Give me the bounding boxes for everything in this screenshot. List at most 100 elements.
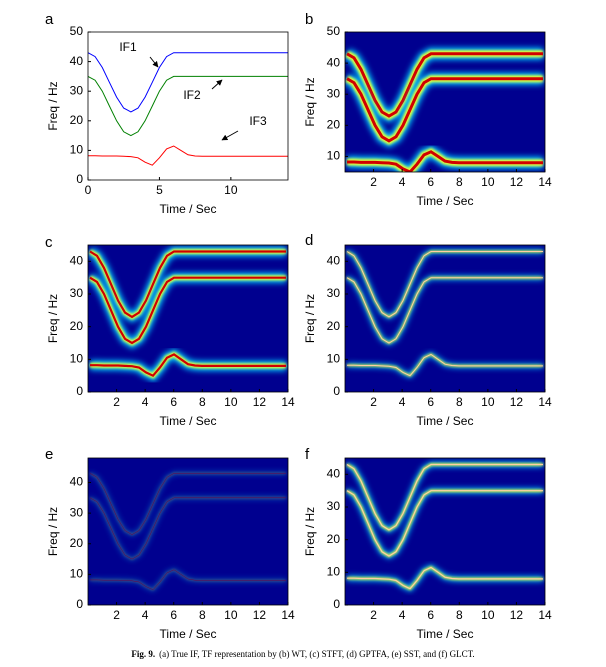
panel-letter: a: [45, 11, 54, 28]
y-tick-label: 20: [327, 319, 341, 333]
x-tick-label: 12: [253, 608, 267, 622]
x-axis-label: Time / Sec: [160, 202, 217, 216]
caption: Fig. 9. (a) True IF, TF representation by…: [131, 649, 474, 659]
plot-frame: [87, 31, 289, 181]
tf-ridge-core: [89, 250, 286, 319]
x-tick-label: 14: [538, 175, 552, 189]
x-tick-label: 12: [510, 395, 524, 409]
y-tick-label: 0: [76, 384, 83, 398]
tf-ridge-core: [90, 353, 286, 378]
tf-background: [345, 458, 545, 605]
annotation-arrow: [211, 79, 223, 90]
x-tick-label: 8: [199, 608, 206, 622]
tf-ridge-core: [347, 566, 543, 590]
y-tick-label: 30: [327, 86, 341, 100]
y-tick-label: 0: [76, 597, 83, 611]
x-tick-label: 14: [538, 608, 552, 622]
y-tick-label: 0: [333, 597, 340, 611]
x-tick-label: 4: [142, 608, 149, 622]
series-line: [88, 145, 288, 166]
x-tick-label: 6: [170, 608, 177, 622]
tf-ridges: [89, 472, 286, 592]
tf-ridge-core: [346, 251, 543, 318]
x-axis-label: Time / Sec: [160, 414, 217, 428]
x-tick-label: 0: [85, 183, 92, 197]
x-tick-label: 10: [481, 395, 495, 409]
y-tick-label: 20: [327, 118, 341, 132]
x-tick-label: 14: [538, 395, 552, 409]
y-tick-label: 40: [70, 475, 84, 489]
tf-ridge-core: [89, 497, 286, 560]
plot-frame: [344, 31, 546, 173]
y-tick-label: 30: [327, 286, 341, 300]
y-tick-label: 50: [327, 24, 341, 38]
y-axis-label: Freq / Hz: [46, 81, 60, 130]
y-tick-label: 30: [327, 499, 341, 513]
x-tick-label: 8: [199, 395, 206, 409]
tf-ridges: [88, 246, 286, 382]
x-tick-label: 12: [253, 395, 267, 409]
tf-ridges: [345, 462, 543, 592]
x-axis-label: Time / Sec: [160, 627, 217, 641]
tf-ridge-core: [90, 569, 286, 591]
x-tick-label: 6: [170, 395, 177, 409]
tf-ridges: [345, 249, 543, 379]
y-tick-label: 10: [327, 149, 341, 163]
x-tick-label: 10: [481, 175, 495, 189]
x-tick-label: 4: [142, 395, 149, 409]
y-tick-label: 20: [70, 319, 84, 333]
tf-background: [345, 245, 545, 392]
tf-ridge-core: [346, 463, 543, 531]
x-tick-label: 12: [510, 175, 524, 189]
y-tick-label: 0: [333, 384, 340, 398]
tf-ridge-core: [346, 77, 543, 143]
x-tick-label: 10: [224, 395, 238, 409]
y-axis-label: Freq / Hz: [303, 294, 317, 343]
y-tick-label: 40: [327, 254, 341, 268]
tf-ridge-core: [346, 490, 543, 557]
x-axis-label: Time / Sec: [417, 194, 474, 208]
plot-frame: [87, 244, 289, 393]
x-tick-label: 8: [456, 175, 463, 189]
y-tick-label: 0: [76, 172, 83, 186]
panel-letter: f: [305, 446, 310, 463]
x-tick-label: 10: [224, 608, 238, 622]
plot-frame: [87, 457, 289, 606]
panel-letter: b: [305, 11, 313, 28]
y-tick-label: 40: [70, 54, 84, 68]
x-tick-label: 8: [456, 608, 463, 622]
y-tick-label: 10: [70, 143, 84, 157]
y-tick-label: 20: [70, 536, 84, 550]
plot-area: [88, 32, 288, 180]
tf-ridge-core: [346, 52, 543, 118]
y-tick-label: 40: [327, 55, 341, 69]
x-tick-label: 8: [456, 395, 463, 409]
x-tick-label: 10: [481, 608, 495, 622]
y-tick-label: 10: [327, 352, 341, 366]
series-line: [88, 75, 288, 137]
y-tick-label: 20: [327, 532, 341, 546]
series-label: IF1: [119, 40, 137, 54]
x-tick-label: 6: [427, 395, 434, 409]
y-tick-label: 30: [70, 286, 84, 300]
y-tick-label: 10: [327, 565, 341, 579]
y-tick-label: 40: [327, 467, 341, 481]
x-axis-label: Time / Sec: [417, 414, 474, 428]
series-label: IF2: [183, 88, 201, 102]
tf-ridge-core: [346, 277, 543, 344]
caption-label: Fig. 9.: [131, 649, 155, 659]
x-tick-label: 4: [399, 175, 406, 189]
tf-background: [88, 458, 288, 605]
x-tick-label: 2: [370, 395, 377, 409]
panel-letter: c: [45, 234, 53, 251]
y-tick-label: 30: [70, 83, 84, 97]
y-tick-label: 10: [70, 352, 84, 366]
y-tick-label: 40: [70, 254, 84, 268]
panel-letter: d: [305, 232, 313, 249]
tf-ridges: [345, 47, 543, 172]
caption-text: (a) True IF, TF representation by (b) WT…: [159, 649, 475, 659]
x-tick-label: 2: [113, 608, 120, 622]
x-tick-label: 14: [281, 395, 295, 409]
y-axis-label: Freq / Hz: [46, 507, 60, 556]
